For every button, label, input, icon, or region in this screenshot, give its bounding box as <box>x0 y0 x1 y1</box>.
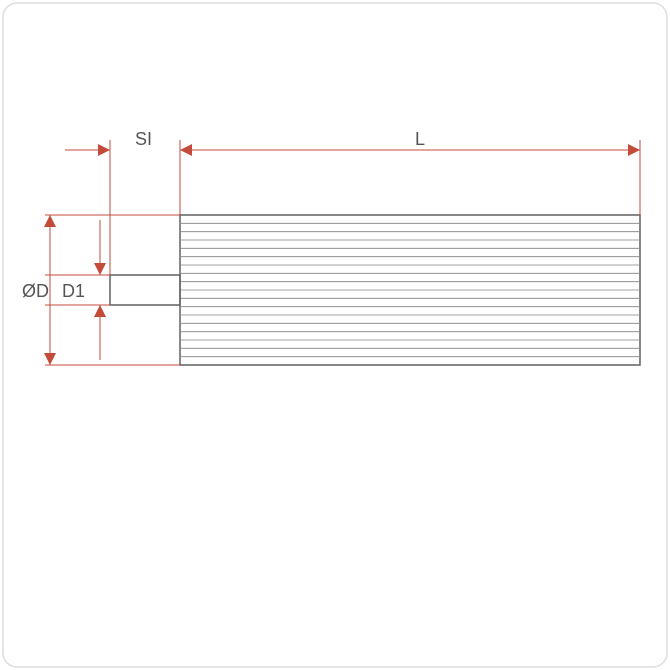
label-L: L <box>415 129 425 149</box>
label-D1: D1 <box>62 281 85 301</box>
label-SI: SI <box>135 129 152 149</box>
pulley-dimension-diagram: L SI D1 ØD <box>0 0 670 670</box>
label-D: ØD <box>22 281 49 301</box>
